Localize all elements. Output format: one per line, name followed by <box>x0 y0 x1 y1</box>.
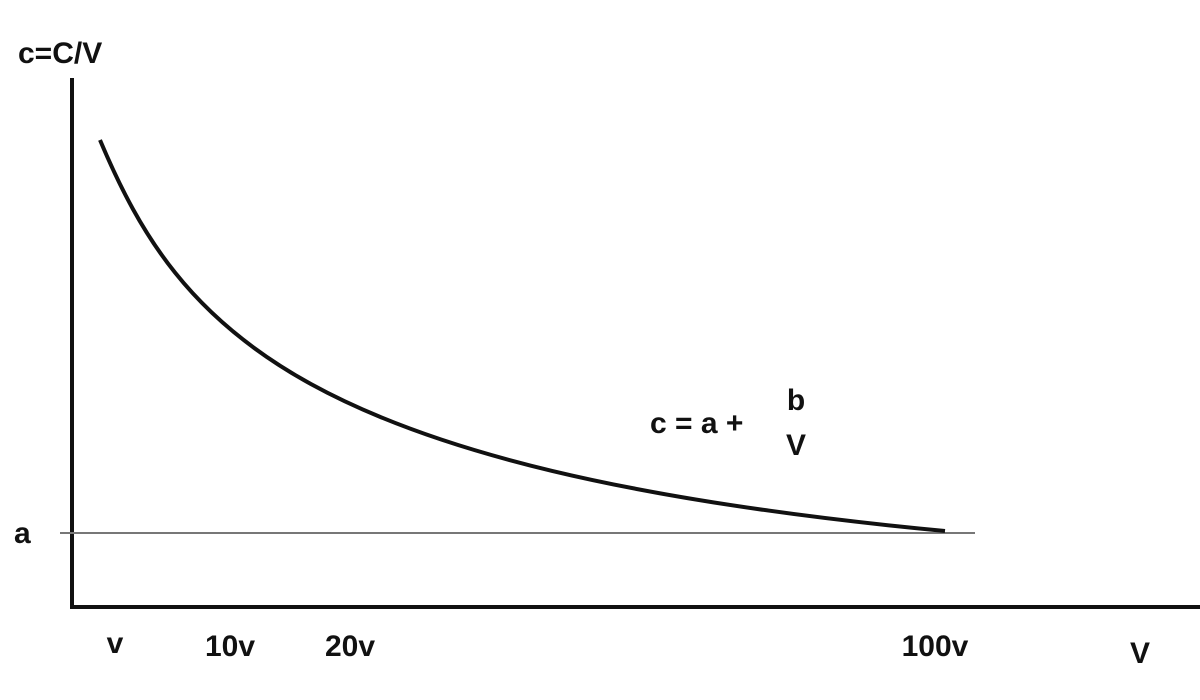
asymptote-label: a <box>14 517 31 550</box>
equation-denominator: V <box>786 429 806 462</box>
curve <box>98 139 946 533</box>
x-tick-label: 10v <box>205 630 255 663</box>
x-tick-label: v <box>107 627 124 660</box>
equation-lhs: c = a + <box>650 407 743 440</box>
equation-numerator: b <box>787 384 805 417</box>
x-tick-label: 100v <box>902 630 969 663</box>
x-tick-label: 20v <box>325 630 375 663</box>
x-axis-label: V <box>1130 637 1150 670</box>
y-axis-label: c=C/V <box>18 37 102 70</box>
